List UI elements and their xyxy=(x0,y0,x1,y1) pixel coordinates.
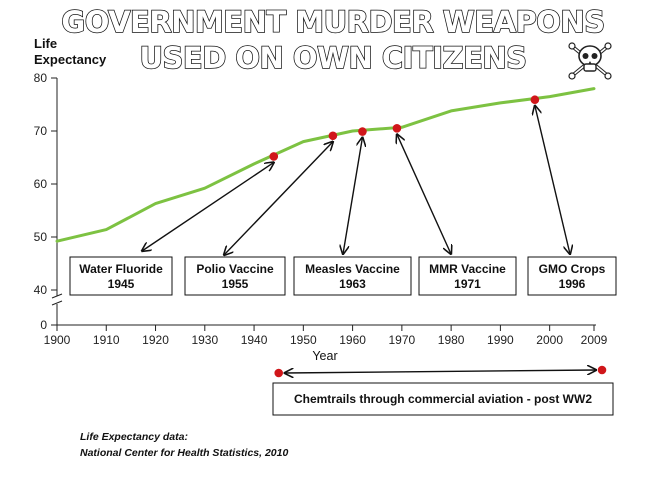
event-marker-dot xyxy=(269,152,279,161)
annotation-box xyxy=(418,256,517,296)
event-marker-dot xyxy=(530,95,540,105)
life-expectancy-line xyxy=(55,87,596,243)
x-axis-title: Year xyxy=(312,349,337,363)
annotation-label: MMR Vaccine xyxy=(429,262,506,276)
y-axis-ticks: 0 40 50 60 70 80 xyxy=(34,71,57,332)
x-tick-label: 1940 xyxy=(241,333,268,347)
y-tick-label: 50 xyxy=(34,230,48,244)
source-note-line-1: Life Expectancy data: xyxy=(80,431,188,443)
x-tick-label: 1920 xyxy=(142,333,169,347)
y-tick-label: 0 xyxy=(40,318,47,332)
chemtrails-box xyxy=(272,382,614,416)
annotation-arrow xyxy=(224,142,333,255)
annotation-year: 1971 xyxy=(454,277,481,291)
annotation-box xyxy=(527,256,617,296)
y-tick-label: 40 xyxy=(34,283,48,297)
annotation-label: Polio Vaccine xyxy=(196,262,274,276)
chemtrails-start-dot xyxy=(274,368,283,378)
event-marker-dot xyxy=(328,131,338,141)
chemtrails-end-dot xyxy=(597,365,607,375)
y-tick-label: 70 xyxy=(34,124,48,138)
annotation-year: 1996 xyxy=(559,277,586,291)
x-tick-label: 1900 xyxy=(44,333,71,347)
annotation-label: Measles Vaccine xyxy=(305,262,400,276)
annotation-arrow xyxy=(343,138,362,254)
y-axis-title-line-1: Life xyxy=(34,36,57,51)
y-tick-label: 60 xyxy=(34,177,48,191)
x-tick-label: 1970 xyxy=(389,333,416,347)
annotation-year: 1955 xyxy=(222,277,249,291)
annotation-arrow xyxy=(397,134,451,254)
chemtrails-annotation: Chemtrails through commercial aviation -… xyxy=(272,365,614,416)
annotation-box xyxy=(184,256,286,296)
annotation-box xyxy=(69,256,173,296)
annotation-label: Water Fluoride xyxy=(79,262,163,276)
x-tick-label: 2009 xyxy=(581,333,608,347)
annotation-year: 1945 xyxy=(108,277,135,291)
x-tick-label: 1950 xyxy=(290,333,317,347)
skull-and-crossbones-icon xyxy=(568,42,612,80)
event-marker-dot xyxy=(358,127,367,136)
x-tick-label: 1980 xyxy=(438,333,465,347)
event-marker-dot xyxy=(392,124,402,133)
annotation-box xyxy=(293,256,412,296)
y-tick-label: 80 xyxy=(34,71,48,85)
x-tick-label: 1930 xyxy=(191,333,218,347)
y-axis-break-marker xyxy=(51,293,63,306)
annotation-label: GMO Crops xyxy=(539,262,606,276)
x-tick-label: 2000 xyxy=(536,333,563,347)
x-tick-label: 1960 xyxy=(339,333,366,347)
x-axis-ticks: 1900 1910 1920 1930 1940 1950 1960 1970 1980 1990… xyxy=(44,325,608,347)
source-note-line-2: National Center for Health Statistics, 2… xyxy=(80,447,288,459)
x-tick-label: 1990 xyxy=(487,333,514,347)
chemtrails-arrow xyxy=(285,370,596,373)
annotation-arrow xyxy=(535,106,570,254)
annotation-year: 1963 xyxy=(339,277,366,291)
headline-line-2: USED ON OWN CITIZENS xyxy=(139,41,526,75)
x-tick-label: 1910 xyxy=(93,333,120,347)
chemtrails-label: Chemtrails through commercial aviation -… xyxy=(294,392,592,406)
annotation-arrow xyxy=(142,162,274,251)
headline-line-1: GOVERNMENT MURDER WEAPONS xyxy=(61,5,604,39)
y-axis-title-line-2: Expectancy xyxy=(34,52,107,67)
